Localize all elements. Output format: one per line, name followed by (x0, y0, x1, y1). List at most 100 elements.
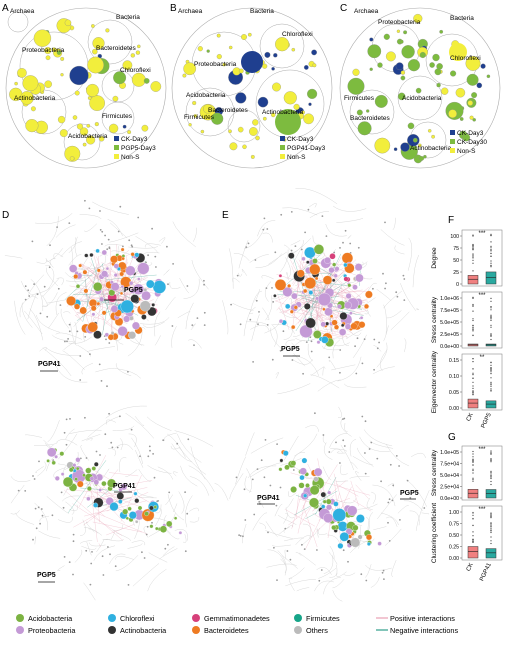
network-node (342, 242, 344, 244)
network-edge (192, 260, 209, 289)
network-node (327, 491, 331, 495)
network-edge (291, 240, 301, 245)
otu-circle (386, 52, 396, 62)
network-node (335, 442, 337, 444)
network-node (283, 330, 285, 332)
network-edge (80, 215, 102, 219)
network-edge (324, 555, 333, 573)
positive-edge (99, 543, 101, 547)
network-node (55, 476, 60, 481)
outlier-point (472, 460, 473, 461)
network-node (69, 468, 73, 472)
outlier-point (490, 517, 491, 518)
outlier-point (490, 316, 491, 317)
network-node (47, 459, 50, 462)
network-edge (103, 469, 109, 478)
tick-label: 1.00 (449, 510, 459, 516)
network-edge (191, 446, 206, 479)
network-edge (61, 241, 82, 257)
tick-label: 0.00 (449, 556, 459, 562)
network-node (61, 492, 63, 494)
network-node (343, 549, 345, 551)
otu-circle (394, 148, 397, 151)
network-node (392, 500, 394, 502)
network-node (152, 303, 155, 306)
network-edge (126, 413, 154, 438)
otu-circle (470, 116, 474, 120)
network-node (334, 325, 339, 330)
network-edge (333, 579, 345, 588)
network-edge (133, 563, 159, 586)
network-node (364, 338, 366, 340)
outlier-point (472, 478, 473, 479)
network-edge (144, 527, 148, 538)
otu-circle (402, 45, 415, 58)
network-edge (365, 564, 371, 577)
label-archaea: Archaea (178, 8, 203, 15)
tick-label: 2.5e+04 (440, 485, 459, 491)
network-node (378, 342, 380, 344)
network-edge (400, 283, 416, 311)
tick-label: 1.0e+05 (440, 450, 459, 456)
outlier-point (472, 327, 473, 328)
network-edge (113, 525, 123, 531)
network-node (258, 311, 260, 313)
network-edge (155, 335, 161, 345)
network-edge (190, 517, 199, 522)
network-edge (47, 216, 59, 246)
otu-circle (353, 69, 360, 76)
network-node (376, 458, 378, 460)
network-node (323, 500, 327, 504)
network-node (69, 330, 71, 332)
outlier-point (490, 263, 491, 264)
network-edge (38, 531, 60, 539)
network-node (303, 494, 307, 498)
network-node (339, 329, 346, 336)
network-node (137, 263, 149, 275)
network-node (204, 312, 206, 314)
network-node (108, 239, 110, 241)
otu-circle (467, 74, 479, 86)
network-edge (110, 223, 127, 238)
network-node (172, 325, 174, 327)
network-edge (215, 483, 229, 501)
network-node (332, 263, 336, 267)
network-node (74, 304, 80, 310)
network-edge (37, 258, 47, 263)
network-node (287, 284, 291, 288)
otu-circle (15, 82, 18, 85)
network-edge (45, 260, 50, 266)
network-edge (395, 246, 405, 255)
network-node (339, 372, 341, 374)
network-edge (272, 545, 291, 546)
network-edge (108, 448, 116, 456)
network-edge (57, 278, 64, 285)
otu-circle (144, 78, 149, 83)
network-node (121, 300, 134, 313)
network-node (69, 265, 77, 273)
label-proteobacteria: Proteobacteria (194, 61, 237, 68)
otu-circle (109, 124, 118, 133)
outlier-point (490, 536, 491, 537)
network-edge (47, 300, 67, 303)
network-node (295, 245, 297, 247)
network-node (61, 473, 64, 476)
positive-edge (64, 490, 123, 541)
otu-circle (378, 63, 383, 68)
otu-circle (95, 122, 99, 126)
network-edge (259, 523, 265, 529)
network-node (395, 291, 397, 293)
network-node (279, 319, 283, 323)
network-node (149, 446, 151, 448)
network-node (38, 461, 40, 463)
network-node (138, 506, 142, 510)
network-node (83, 270, 87, 274)
panel-label-a: A (2, 3, 9, 14)
network-edge (377, 494, 396, 519)
otu-circle (471, 92, 477, 98)
network-node (132, 322, 140, 330)
network-node (354, 345, 356, 347)
otu-circle (75, 91, 80, 96)
circle-packing-b: Archaea Bacteria Chloroflexi Proteobacte… (172, 8, 332, 168)
network-edge (95, 368, 119, 372)
